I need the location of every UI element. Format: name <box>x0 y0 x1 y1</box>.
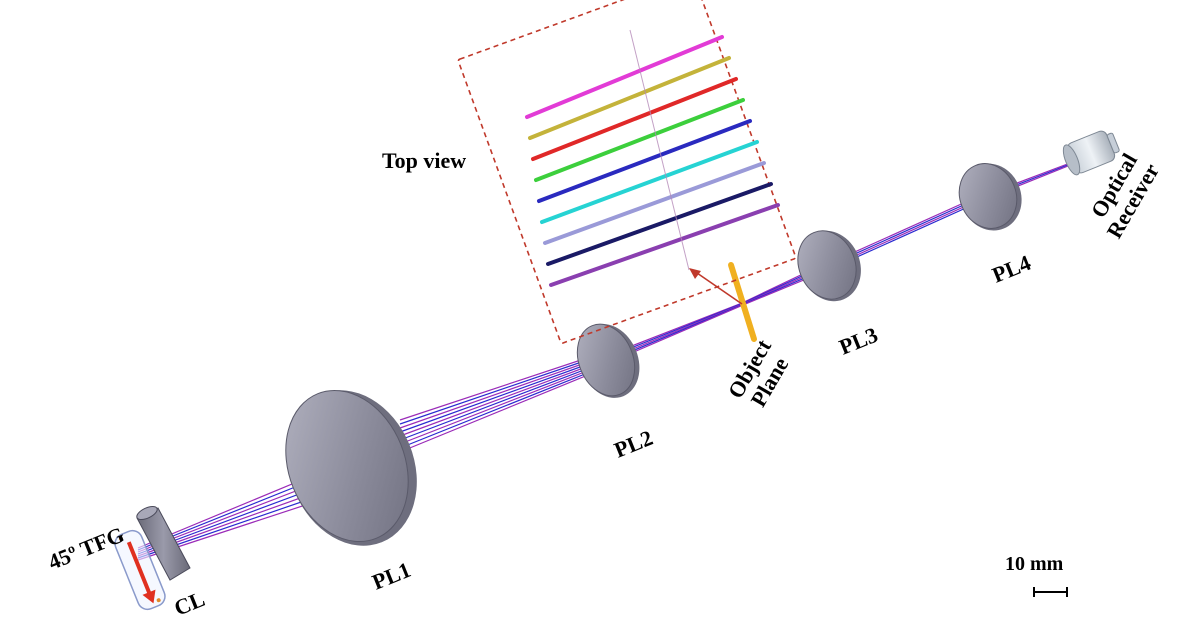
object-plane <box>728 262 757 342</box>
top-view-line <box>543 161 766 245</box>
beam-ray <box>399 359 606 437</box>
pl2-label: PL2 <box>611 425 657 463</box>
beam-ray <box>399 353 606 425</box>
top-view-line <box>537 119 752 203</box>
top-view-line <box>534 98 745 182</box>
optical-receiver <box>1062 130 1120 176</box>
pl1-label: PL1 <box>369 557 415 595</box>
beam-ray <box>399 363 606 445</box>
beam-ray <box>399 367 606 453</box>
top-view-line <box>528 56 731 140</box>
top-view-line <box>540 140 759 224</box>
tfg-label: 45º TFG <box>45 522 128 575</box>
pl3-lens <box>797 230 861 302</box>
top-view-line <box>525 35 724 119</box>
view-arrow <box>689 268 743 305</box>
top-view-label: Top view <box>382 148 466 173</box>
pl3-label: PL3 <box>836 322 882 360</box>
scale-label: 10 mm <box>1005 553 1064 575</box>
scale-bar <box>1033 587 1068 597</box>
pl4-label: PL4 <box>989 250 1035 288</box>
beam-ray <box>399 351 606 421</box>
pl1-lens <box>285 389 417 546</box>
pl2-lens <box>576 323 640 398</box>
tfg-component <box>114 529 166 611</box>
top-view-lines <box>525 35 780 287</box>
top-view-line <box>531 77 738 161</box>
beam-ray <box>399 361 606 441</box>
beam-ray <box>399 365 606 449</box>
top-view-line <box>546 182 773 266</box>
top-view-inset <box>457 0 797 344</box>
beam-ray <box>399 355 606 429</box>
cl-label: CL <box>171 586 209 618</box>
cl-lens <box>136 506 191 581</box>
pl4-lens <box>958 163 1022 231</box>
beam-ray <box>399 357 606 433</box>
top-view-line <box>549 203 780 287</box>
